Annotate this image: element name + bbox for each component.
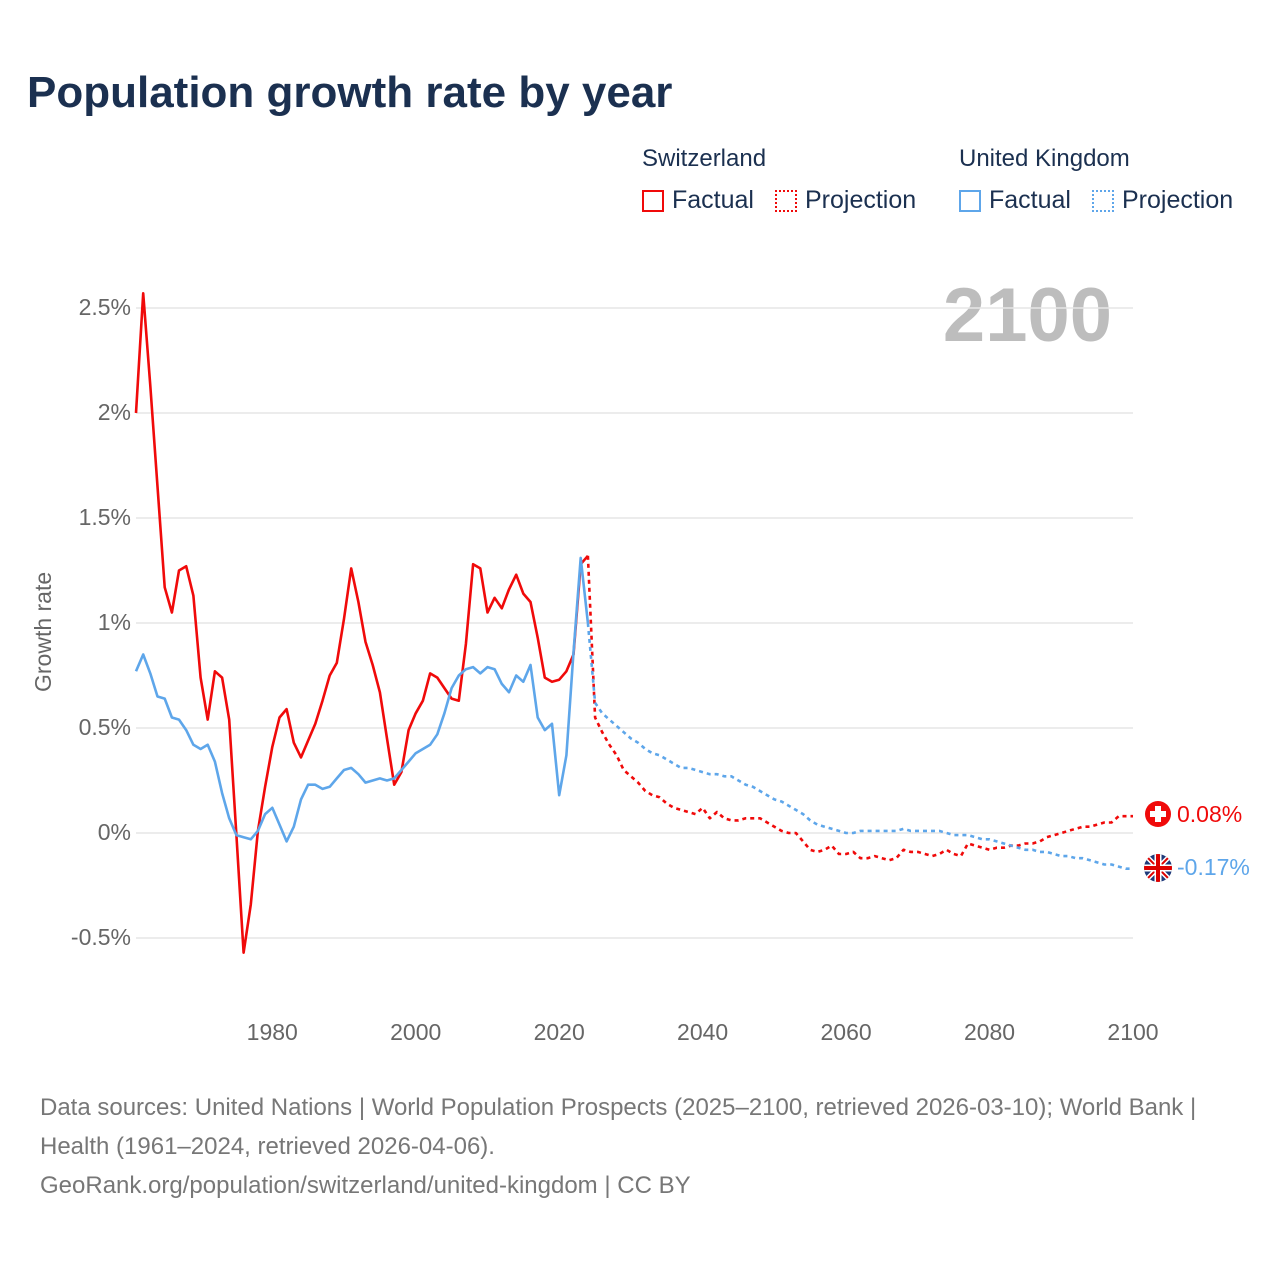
legend-swatch-dotted: [775, 189, 797, 212]
legend-label: Projection: [805, 186, 917, 214]
legend-label: Projection: [1122, 186, 1234, 214]
legend-label: Factual: [672, 186, 754, 214]
footer: Data sources: United Nations | World Pop…: [40, 1088, 1240, 1205]
legend-group-switzerland: Switzerland: [642, 145, 767, 172]
legend-uk-factual[interactable]: Factual: [959, 186, 1071, 215]
data-sources: Data sources: United Nations | World Pop…: [40, 1094, 1197, 1160]
chart-title: Population growth rate by year: [27, 68, 673, 117]
x-tick-label: 2040: [677, 1019, 729, 1045]
series-line-switzerland-factual: [134, 291, 589, 955]
uk-flag-icon: [1144, 854, 1172, 882]
legend-swatch-solid: [642, 189, 664, 212]
y-tick-label: 1.5%: [78, 504, 131, 530]
y-tick-label: 1%: [97, 609, 131, 635]
legend-swatch-solid: [959, 189, 981, 212]
series-line-switzerland-projection: [586, 555, 1133, 862]
x-tick-label: 2060: [820, 1019, 872, 1045]
y-tick-label: 0.5%: [78, 714, 131, 740]
x-tick-label: 2100: [1107, 1019, 1159, 1045]
y-tick-label: -0.5%: [70, 924, 131, 950]
series-line-united-kingdom-factual: [134, 556, 590, 843]
x-tick-label: 2080: [963, 1019, 1016, 1045]
switzerland-end-value: 0.08%: [1177, 801, 1243, 827]
x-tick-label: 2000: [390, 1019, 442, 1045]
legend-uk-projection[interactable]: Projection: [1092, 186, 1233, 215]
switzerland-flag-icon: [1145, 801, 1171, 827]
legend-switzerland-projection[interactable]: Projection: [775, 186, 916, 215]
legend-swatch-dotted: [1092, 189, 1114, 212]
legend-group-uk: United Kingdom: [959, 145, 1130, 172]
series-line-united-kingdom-projection: [586, 622, 1133, 871]
legend-label: Factual: [989, 186, 1071, 214]
x-tick-label: 1980: [246, 1019, 298, 1045]
current-year-label: 2100: [942, 273, 1112, 358]
uk-end-value: -0.17%: [1177, 854, 1250, 880]
y-tick-label: 0%: [97, 819, 131, 845]
x-tick-label: 2020: [533, 1019, 585, 1045]
legend-switzerland-factual[interactable]: Factual: [642, 186, 754, 215]
y-tick-label: 2.5%: [78, 294, 131, 320]
attribution-link[interactable]: GeoRank.org/population/switzerland/unite…: [40, 1172, 691, 1199]
y-tick-label: 2%: [97, 399, 131, 425]
